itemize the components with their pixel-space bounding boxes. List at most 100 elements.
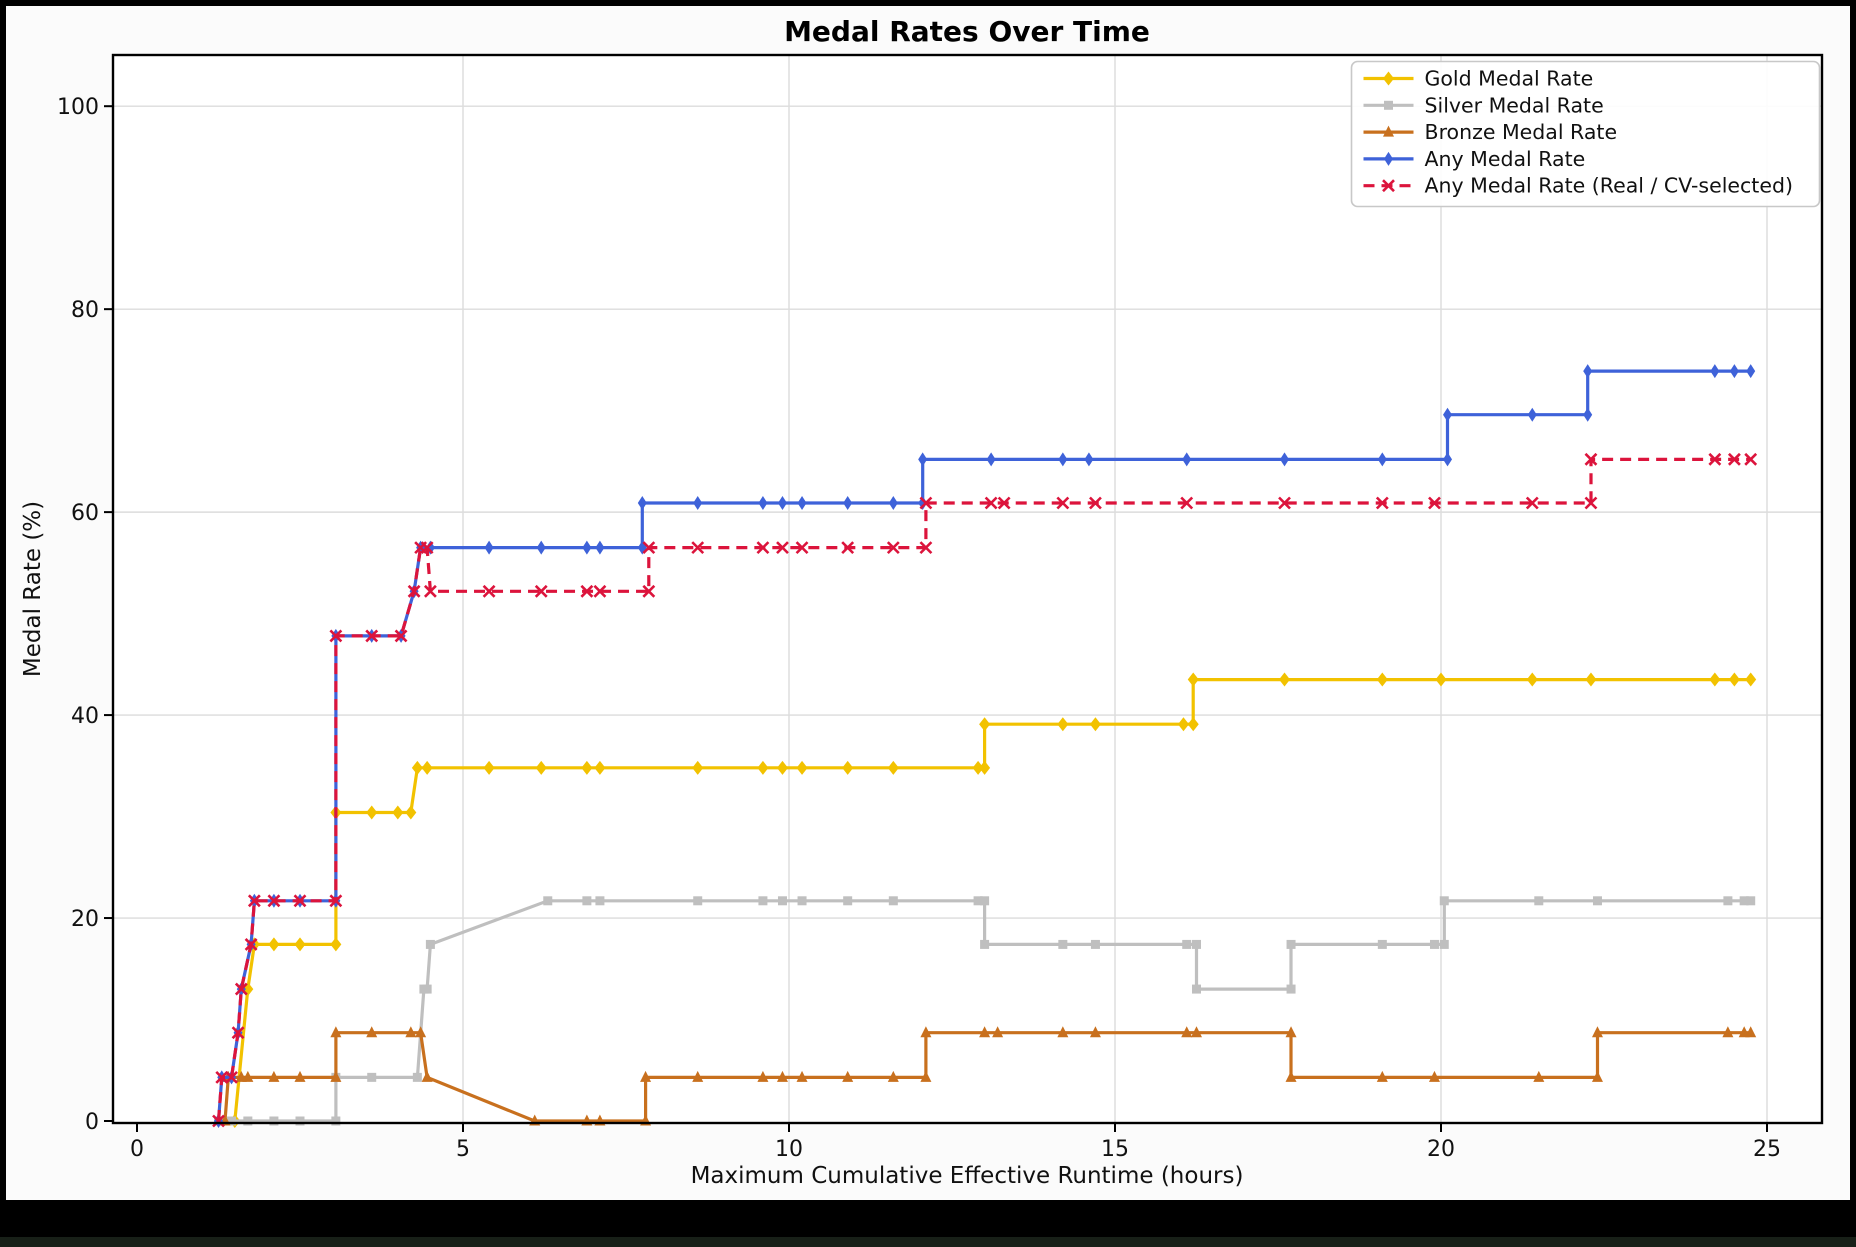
legend-label: Any Medal Rate xyxy=(1425,147,1586,171)
square-marker xyxy=(295,1116,305,1126)
x-marker xyxy=(247,894,261,908)
bottom-band-texture xyxy=(0,1237,1856,1247)
diamond-marker xyxy=(421,760,433,775)
legend-label: Bronze Medal Rate xyxy=(1425,120,1618,144)
diamond-marker xyxy=(1187,717,1199,732)
triangle-marker xyxy=(887,1070,899,1082)
x-marker xyxy=(984,496,998,510)
chart-title: Medal Rates Over Time xyxy=(784,15,1150,48)
plot-border xyxy=(111,53,1824,1125)
triangle-marker xyxy=(1383,125,1394,137)
square-marker xyxy=(1384,100,1393,110)
diamond-marker xyxy=(405,805,417,820)
series-layer xyxy=(212,364,1758,1128)
square-marker xyxy=(243,1116,253,1126)
triangle-marker xyxy=(979,1026,991,1038)
square-marker xyxy=(758,896,768,906)
thin-diamond-marker xyxy=(1527,407,1537,422)
series-gold-medal-rate xyxy=(229,672,1757,1128)
square-marker xyxy=(543,896,553,906)
triangle-marker xyxy=(268,1070,280,1082)
diamond-marker xyxy=(979,760,991,775)
diamond-marker xyxy=(1089,717,1101,732)
x-marker xyxy=(1708,452,1722,466)
thin-diamond-marker xyxy=(595,540,605,555)
triangle-marker xyxy=(1285,1070,1297,1082)
triangle-marker xyxy=(842,1070,854,1082)
diamond-marker xyxy=(483,760,495,775)
triangle-marker xyxy=(405,1026,417,1038)
diamond-marker xyxy=(330,937,342,952)
series-line xyxy=(218,899,1751,1123)
x-marker xyxy=(1375,496,1389,510)
thin-diamond-marker xyxy=(1384,151,1393,166)
triangle-marker xyxy=(1285,1026,1297,1038)
plot-background xyxy=(113,55,1822,1123)
y-tick-label-20: 20 xyxy=(71,907,99,932)
diamond-marker xyxy=(411,760,423,775)
square-marker xyxy=(777,896,787,906)
triangle-marker xyxy=(1376,1070,1388,1082)
x-marker xyxy=(423,584,437,598)
diamond-marker xyxy=(757,760,769,775)
square-marker xyxy=(1286,984,1296,994)
thin-diamond-marker xyxy=(986,452,996,467)
square-marker xyxy=(412,1072,422,1082)
diamond-marker xyxy=(972,760,984,775)
legend-box xyxy=(1350,60,1821,208)
x-marker xyxy=(215,1070,229,1084)
tick-labels: 0 5 10 15 20 25 0 20 40 60 80 100 xyxy=(57,95,1781,1162)
x-marker xyxy=(1180,496,1194,510)
legend-entry: Any Medal Rate (Real / CV-selected) xyxy=(1363,174,1793,198)
triangle-marker xyxy=(920,1026,932,1038)
square-marker xyxy=(1058,939,1068,949)
square-marker xyxy=(367,1072,377,1082)
thin-diamond-marker xyxy=(582,540,592,555)
triangle-marker xyxy=(242,1070,254,1082)
diamond-marker xyxy=(979,717,991,732)
diamond-marker xyxy=(1745,672,1757,687)
x-marker xyxy=(919,496,933,510)
thin-diamond-marker xyxy=(777,495,787,510)
diamond-marker xyxy=(1057,717,1069,732)
x-marker xyxy=(997,496,1011,510)
x-marker xyxy=(841,541,855,555)
diamond-marker xyxy=(1526,672,1538,687)
triangle-marker xyxy=(366,1026,378,1038)
diamond-marker xyxy=(1435,672,1447,687)
thin-diamond-marker xyxy=(918,452,928,467)
series-any-medal-rate-real-cv-selected xyxy=(212,452,1758,1128)
diamond-marker xyxy=(887,760,899,775)
thin-diamond-marker xyxy=(637,495,647,510)
x-marker xyxy=(1428,496,1441,510)
square-marker xyxy=(1439,896,1449,906)
x-marker xyxy=(919,541,933,555)
x-marker xyxy=(534,584,548,598)
x-marker xyxy=(886,541,900,555)
diamond-marker xyxy=(366,805,378,820)
square-marker xyxy=(331,1116,341,1126)
x-marker xyxy=(756,541,770,555)
x-marker xyxy=(482,584,496,598)
triangle-marker xyxy=(1745,1026,1757,1038)
axis-ticks xyxy=(104,105,1768,1132)
triangle-marker xyxy=(640,1070,652,1082)
thin-diamond-marker xyxy=(1377,452,1387,467)
legend-entry: Silver Medal Rate xyxy=(1363,93,1604,117)
thin-diamond-marker xyxy=(918,495,928,510)
x-marker xyxy=(1056,496,1070,510)
thin-diamond-marker xyxy=(1280,452,1290,467)
x-marker xyxy=(1584,452,1598,466)
triangle-marker xyxy=(1428,1070,1440,1082)
square-marker xyxy=(227,1116,237,1126)
square-marker xyxy=(1090,939,1100,949)
x-tick-label-20: 20 xyxy=(1427,1137,1455,1162)
diamond-marker xyxy=(1585,672,1597,687)
triangle-marker xyxy=(776,1070,788,1082)
thin-diamond-marker xyxy=(1583,364,1593,379)
x-marker xyxy=(267,894,281,908)
x-marker xyxy=(1744,452,1758,466)
diamond-marker xyxy=(1709,672,1721,687)
